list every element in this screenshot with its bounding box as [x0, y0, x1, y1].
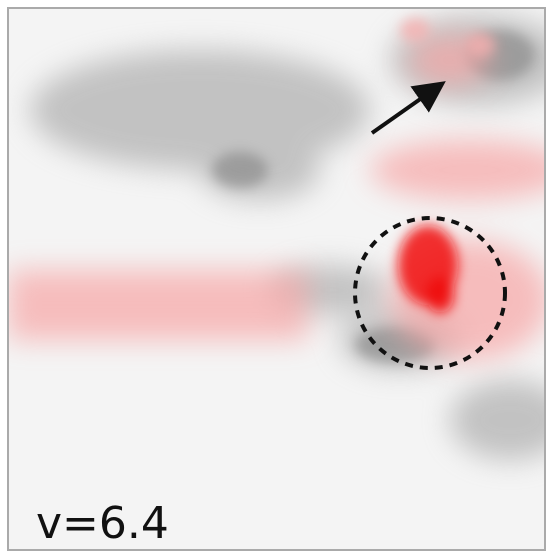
page: v=6.4 (() => { const data = JSON.parse(d…	[0, 0, 553, 557]
figure-panel: v=6.4	[0, 0, 553, 557]
field-image	[8, 8, 553, 550]
velocity-label: v=6.4	[36, 498, 169, 549]
